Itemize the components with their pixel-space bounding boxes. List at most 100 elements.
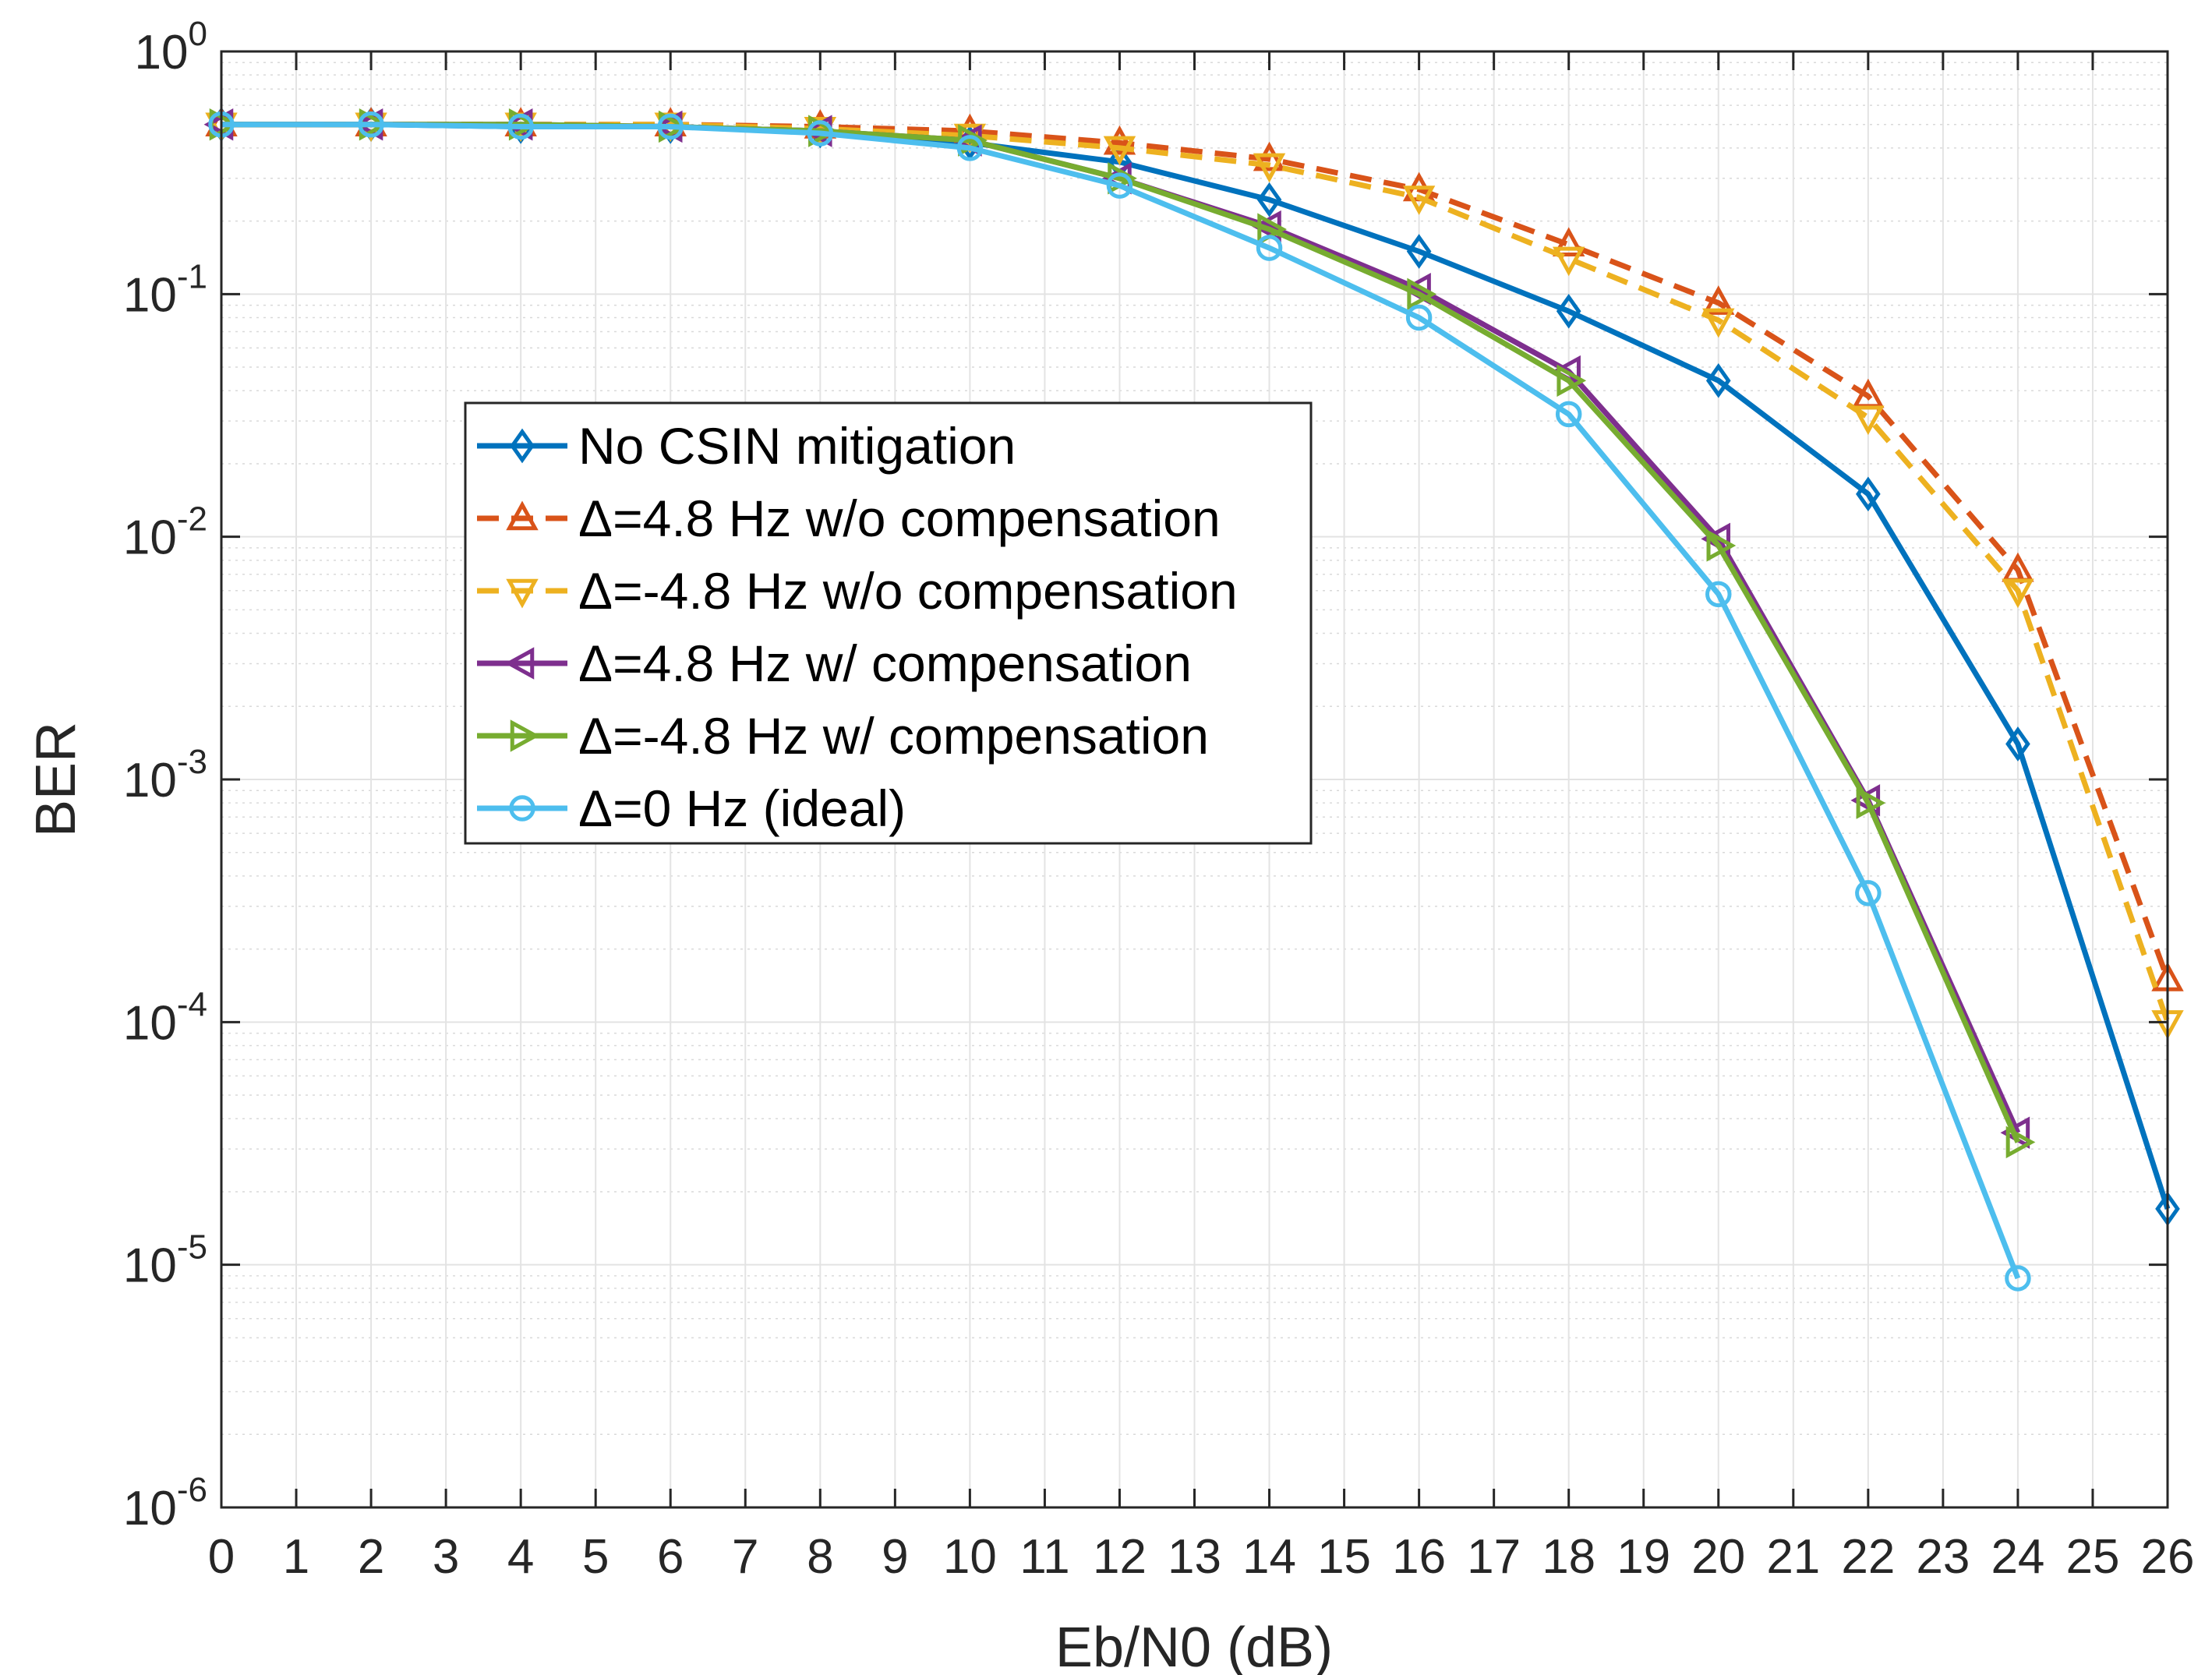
x-tick-label: 8 (807, 1530, 833, 1584)
legend-item: Δ=4.8 Hz w/o compensation (477, 489, 1221, 547)
legend-item: No CSIN mitigation (477, 417, 1016, 475)
data-point (1852, 405, 1885, 436)
data-point (1705, 363, 1731, 398)
legend-label: Δ=4.8 Hz w/ compensation (578, 634, 1192, 692)
data-point (2005, 1126, 2036, 1159)
x-tick-label: 4 (507, 1530, 534, 1584)
y-tick-label: 10-3 (123, 743, 207, 807)
data-point (1256, 182, 1282, 217)
data-point (1556, 293, 1581, 329)
y-tick-label: 100 (135, 15, 207, 80)
legend-marker (509, 795, 535, 822)
legend-item: Δ=0 Hz (ideal) (477, 779, 906, 837)
x-tick-label: 20 (1691, 1530, 1745, 1584)
y-tick-label: 10-4 (123, 985, 207, 1050)
x-tick-label: 26 (2141, 1530, 2195, 1584)
data-point (1256, 235, 1283, 261)
data-point (1106, 172, 1133, 199)
legend-item: Δ=-4.8 Hz w/o compensation (477, 562, 1238, 620)
data-point (807, 120, 834, 147)
legend-marker (506, 578, 539, 609)
data-point (1557, 364, 1587, 398)
svg-text:10-3: 10-3 (123, 743, 207, 807)
data-point (2002, 578, 2034, 609)
legend-label: No CSIN mitigation (578, 417, 1016, 475)
legend-item: Δ=4.8 Hz w/ compensation (477, 634, 1192, 692)
x-tick-label: 22 (1841, 1530, 1895, 1584)
legend-label: Δ=4.8 Hz w/o compensation (578, 489, 1221, 547)
svg-text:10-1: 10-1 (123, 257, 207, 322)
x-tick-label: 21 (1766, 1530, 1820, 1584)
series-layer (203, 107, 2184, 1292)
data-point (1705, 581, 1732, 608)
legend-marker (510, 719, 540, 752)
data-point (2005, 726, 2030, 762)
data-point (1555, 401, 1582, 428)
y-tick-labels: 100 10-1 10-2 10-3 10-4 10-5 10-6 (123, 15, 207, 1535)
data-point (1253, 141, 1286, 171)
legend-label: Δ=-4.8 Hz w/ compensation (578, 707, 1209, 765)
data-point (1406, 234, 1432, 269)
series-line (221, 122, 2021, 1280)
svg-text:10-6: 10-6 (123, 1471, 207, 1535)
data-point (1552, 246, 1585, 277)
svg-text:100: 100 (135, 15, 207, 80)
series-6 (208, 111, 2031, 1292)
x-tick-label: 11 (1019, 1530, 1069, 1584)
data-point (657, 113, 684, 140)
data-point (1402, 186, 1436, 215)
legend-box (464, 401, 1313, 845)
data-point (1103, 125, 1136, 155)
data-point (358, 111, 384, 138)
x-tick-labels: 0 1 2 3 4 5 6 7 8 9 10 11 12 13 14 15 16 17 18 19 20 21 22 23 24… (208, 1530, 2195, 1584)
data-point (1702, 285, 1735, 315)
y-tick-label: 10-1 (123, 257, 207, 322)
x-tick-label: 23 (1916, 1530, 1970, 1584)
data-point (1103, 136, 1136, 166)
x-tick-label: 18 (1542, 1530, 1595, 1584)
data-point (2005, 1265, 2031, 1292)
legend: No CSIN mitigation Δ=4.8 Hz w/o compensat… (464, 401, 1313, 845)
x-tick-label: 9 (882, 1530, 908, 1584)
y-tick-label: 10-2 (123, 500, 207, 565)
data-point (1702, 308, 1735, 338)
x-tick-label: 14 (1242, 1530, 1296, 1584)
y-axis-title: BER (25, 722, 87, 837)
legend-marker (506, 500, 539, 531)
x-tick-label: 15 (1317, 1530, 1371, 1584)
legend-marker (510, 428, 535, 464)
x-tick-label: 7 (732, 1530, 758, 1584)
x-tick-label: 17 (1467, 1530, 1521, 1584)
data-point (1855, 880, 1882, 906)
svg-text:10-5: 10-5 (123, 1228, 207, 1293)
data-point (507, 113, 534, 140)
x-tick-label: 19 (1617, 1530, 1670, 1584)
svg-text:10-2: 10-2 (123, 500, 207, 565)
data-point (1552, 227, 1585, 257)
x-tick-label: 10 (943, 1530, 997, 1584)
y-tick-label: 10-6 (123, 1471, 207, 1535)
x-tick-label: 6 (657, 1530, 684, 1584)
svg-text:10-4: 10-4 (123, 985, 207, 1050)
x-axis-title: Eb/N0 (dB) (1055, 1617, 1333, 1675)
x-tick-label: 1 (283, 1530, 309, 1584)
axis-ticks (220, 50, 2169, 1509)
x-tick-label: 2 (358, 1530, 384, 1584)
data-point (956, 135, 984, 161)
x-tick-label: 16 (1392, 1530, 1446, 1584)
data-point (1253, 153, 1286, 183)
legend-marker (504, 647, 535, 680)
x-tick-label: 0 (208, 1530, 235, 1584)
data-point (1856, 786, 1886, 819)
legend-label: Δ=-4.8 Hz w/o compensation (578, 562, 1238, 620)
data-point (1706, 529, 1737, 562)
x-tick-label: 13 (1168, 1530, 1221, 1584)
x-tick-label: 5 (582, 1530, 609, 1584)
y-tick-label: 10-5 (123, 1228, 207, 1293)
data-point (1407, 277, 1437, 311)
x-tick-label: 12 (1093, 1530, 1147, 1584)
x-tick-label: 24 (1991, 1530, 2044, 1584)
data-point (1405, 304, 1433, 331)
legend-label: Δ=0 Hz (ideal) (578, 779, 906, 837)
